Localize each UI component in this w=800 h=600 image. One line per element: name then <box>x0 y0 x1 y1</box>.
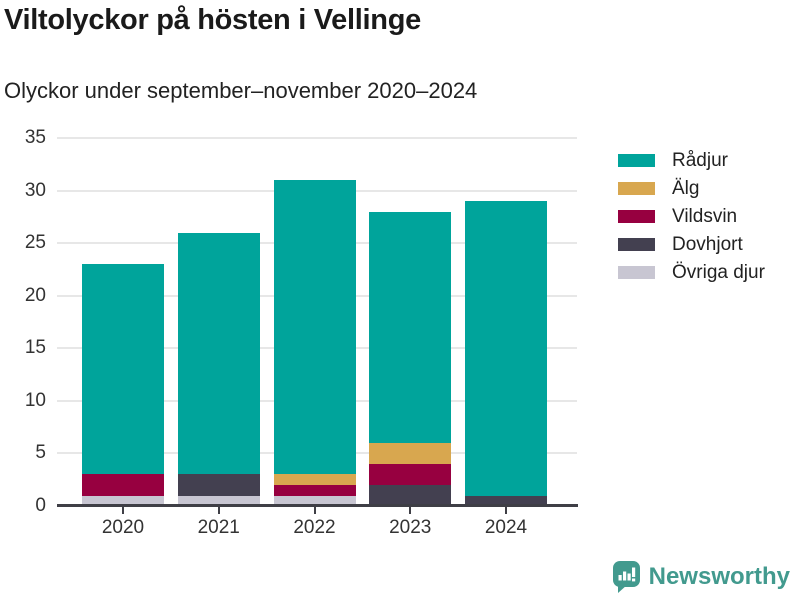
legend-item-rådjur: Rådjur <box>618 150 765 171</box>
legend-swatch <box>618 238 655 251</box>
y-tick-label: 10 <box>24 389 46 411</box>
legend-swatch <box>618 210 655 223</box>
legend-item-vildsvin: Vildsvin <box>618 206 765 227</box>
x-tick <box>409 507 412 514</box>
gridline-y35 <box>57 137 577 139</box>
legend-label: Vildsvin <box>672 205 738 227</box>
bar-2023-segment-dovhjort <box>369 484 452 506</box>
bar-2020-segment-rådjur <box>82 264 164 475</box>
x-tick <box>122 507 124 514</box>
legend-swatch <box>618 154 655 167</box>
x-tick-label: 2022 <box>293 517 336 538</box>
bar-2024-segment-rådjur <box>465 201 547 496</box>
legend-label: Rådjur <box>672 149 728 171</box>
bar-2020-segment-övriga-djur <box>82 495 164 506</box>
bar-2022-segment-vildsvin <box>273 485 356 496</box>
legend: Rådjur Älg Vildsvin Dovhjort Övriga djur <box>618 150 765 290</box>
brand-footer: Newsworthy <box>612 560 790 594</box>
legend-label: Älg <box>672 177 700 199</box>
x-tick-label: 2023 <box>389 517 432 538</box>
legend-swatch <box>618 182 655 195</box>
bar-2024-segment-dovhjort <box>465 495 547 506</box>
y-tick-label: 0 <box>35 495 46 516</box>
x-tick <box>217 507 220 514</box>
y-tick-label: 35 <box>24 127 46 148</box>
x-tick-label: 2024 <box>484 517 528 538</box>
y-tick-label: 25 <box>24 232 46 254</box>
newsworthy-logo-icon <box>612 561 640 593</box>
bar-2022-segment-övriga-djur <box>273 495 356 506</box>
y-tick-label: 20 <box>24 284 46 306</box>
legend-label: Övriga djur <box>672 261 765 283</box>
x-tick-label: 2020 <box>101 517 145 538</box>
legend-item-dovhjort: Dovhjort <box>618 234 765 255</box>
brand-name: Newsworthy <box>648 563 790 590</box>
plot-area <box>57 137 577 507</box>
bar-2021-segment-övriga-djur <box>177 495 260 506</box>
bar-2022-segment-rådjur <box>273 180 356 475</box>
chart-title: Viltolyckor på hösten i Vellinge <box>4 4 421 36</box>
legend-label: Dovhjort <box>672 233 743 255</box>
bar-2021-segment-dovhjort <box>177 474 260 496</box>
x-tick <box>505 507 507 514</box>
bar-2023-segment-älg <box>369 442 452 464</box>
legend-item-övriga-djur: Övriga djur <box>618 262 765 283</box>
bar-2020-segment-vildsvin <box>82 474 164 496</box>
x-axis-line <box>57 504 578 507</box>
bar-2021-segment-rådjur <box>177 232 260 475</box>
x-tick <box>313 507 316 514</box>
x-tick-label: 2021 <box>197 517 240 538</box>
bar-2023-segment-rådjur <box>369 211 452 443</box>
bar-2022-segment-älg <box>273 474 356 485</box>
chart-subtitle: Olyckor under september–november 2020–20… <box>4 78 478 103</box>
y-tick-label: 5 <box>35 442 46 464</box>
legend-item-älg: Älg <box>618 178 765 199</box>
y-tick-label: 30 <box>24 179 46 201</box>
bar-2023-segment-vildsvin <box>369 463 452 485</box>
y-tick-label: 15 <box>24 337 46 359</box>
legend-swatch <box>618 266 655 279</box>
